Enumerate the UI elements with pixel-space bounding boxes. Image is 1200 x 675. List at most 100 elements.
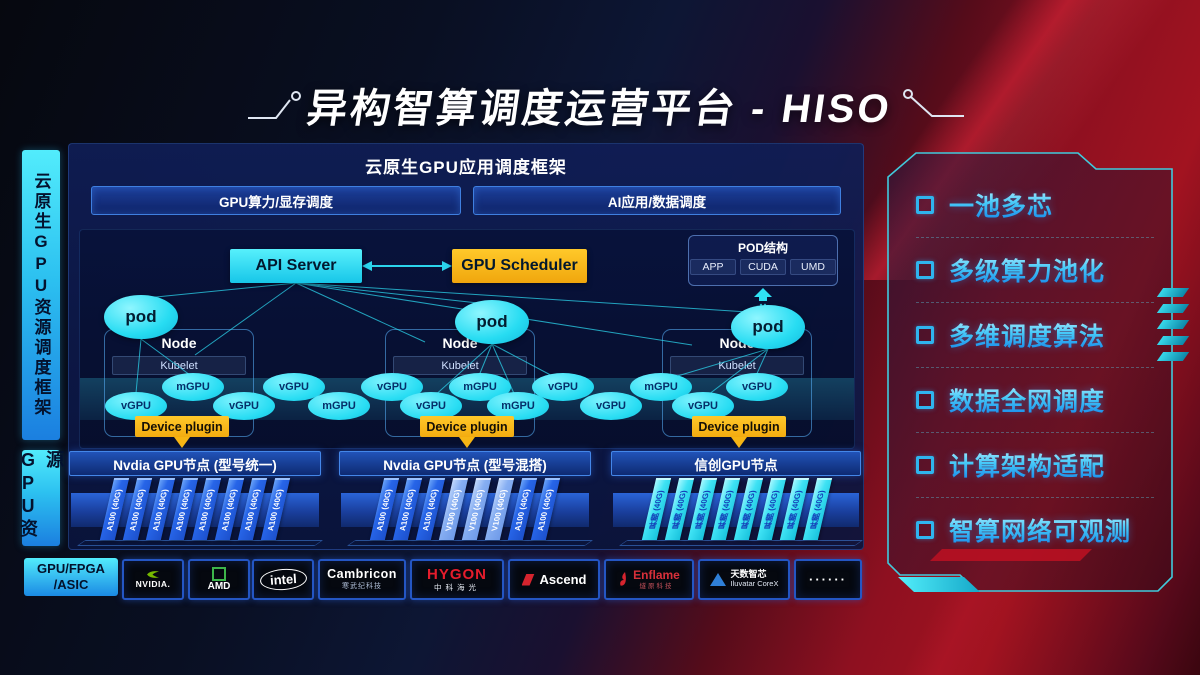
gpu-group-xinchuang: 信创GPU节点 昇腾 (40G) 昇腾 (40G) 昇腾 (40G) 昇腾 (4… bbox=[611, 451, 864, 549]
gpu-ellipse: vGPU bbox=[213, 392, 275, 420]
down-arrow-icon bbox=[174, 437, 190, 448]
vendor-subname: 燧原科技 bbox=[639, 583, 674, 591]
gpu-scheduler-box: GPU Scheduler bbox=[452, 249, 587, 283]
enflame-logo-icon bbox=[620, 572, 627, 586]
gpu-group-platform-edge bbox=[618, 540, 864, 546]
gpu-ellipse: vGPU bbox=[726, 373, 788, 401]
hazard-stripe bbox=[1156, 352, 1190, 361]
down-arrow-icon bbox=[731, 437, 747, 448]
gpu-group-platform-edge bbox=[346, 540, 594, 546]
kubelet-bar: Kubelet bbox=[670, 356, 804, 375]
vendor-name: AMD bbox=[207, 581, 231, 592]
pod-structure-item-cuda: CUDA bbox=[740, 259, 786, 275]
gpu-group-platform-edge bbox=[76, 540, 324, 546]
vendor-more: ······ bbox=[794, 559, 862, 600]
gpu-group-header: Nvdia GPU节点 (型号混搭) bbox=[339, 451, 591, 476]
pod-ellipse: pod bbox=[455, 300, 529, 344]
gpu-group-header: 信创GPU节点 bbox=[611, 451, 861, 476]
feature-item: 一池多芯 bbox=[916, 173, 1154, 237]
device-plugin-box: Device plugin bbox=[135, 416, 229, 437]
vendor-subname: 中科海光 bbox=[433, 583, 480, 593]
sidebar-hardware-label: GPU/FPGA /ASIC bbox=[24, 558, 118, 596]
gpu-ellipse: mGPU bbox=[162, 373, 224, 401]
gpu-ellipse: vGPU bbox=[672, 392, 734, 420]
sidebar-framework-label: 云原生GPU资源调度框架 bbox=[22, 150, 60, 440]
pod-structure-item-umd: UMD bbox=[790, 259, 836, 275]
vendor-subname: Iluvatar CoreX bbox=[730, 579, 779, 589]
down-arrow-icon bbox=[459, 437, 475, 448]
intel-logo: intel bbox=[258, 567, 308, 592]
sidebar-gpu-resource-label: GPU资源 bbox=[18, 450, 64, 546]
hardware-label-line2: /ASIC bbox=[53, 577, 89, 592]
feature-panel bbox=[880, 145, 1180, 605]
device-plugin-box: Device plugin bbox=[420, 416, 514, 437]
app-framework-title: 云原生GPU应用调度框架 bbox=[365, 158, 567, 177]
pod-structure-item-app: APP bbox=[690, 259, 736, 275]
hazard-stripe bbox=[1156, 320, 1190, 329]
gpu-group-header: Nvdia GPU节点 (型号统一) bbox=[69, 451, 321, 476]
feature-item: 多维调度算法 bbox=[916, 302, 1154, 367]
circuit-decoration-left-icon bbox=[248, 91, 301, 119]
panel-red-accent bbox=[930, 549, 1092, 561]
square-bullet-icon bbox=[916, 196, 934, 214]
feature-panel-frame bbox=[887, 152, 1173, 592]
gpu-ellipse: mGPU bbox=[487, 392, 549, 420]
feature-item: 智算网络可观测 bbox=[916, 497, 1154, 562]
hardware-label-line1: GPU/FPGA bbox=[37, 560, 105, 576]
square-bullet-icon bbox=[916, 391, 934, 409]
feature-label: 数据全网调度 bbox=[949, 382, 1105, 418]
gpu-ellipse: vGPU bbox=[580, 392, 642, 420]
main-diagram-panel: 云原生GPU应用调度框架 GPU算力/显存调度 AI应用/数据调度 bbox=[68, 143, 864, 550]
square-bullet-icon bbox=[916, 261, 934, 279]
connection-lines bbox=[135, 261, 769, 399]
pod-structure-box: POD结构 APP CUDA UMD bbox=[688, 235, 838, 286]
vendor-iluvatar: 天数智芯 Iluvatar CoreX bbox=[698, 559, 790, 600]
gpu-group-nvidia-uniform: Nvdia GPU节点 (型号统一) A100 (40G) A100 (40G)… bbox=[69, 451, 324, 549]
feature-item: 数据全网调度 bbox=[916, 367, 1154, 432]
iluvatar-logo-icon bbox=[709, 573, 726, 586]
circuit-decoration-right-icon bbox=[903, 89, 964, 117]
vendor-name: Ascend bbox=[539, 572, 587, 587]
hazard-stripe bbox=[1156, 304, 1190, 313]
more-vendors-ellipsis: ······ bbox=[809, 572, 847, 587]
vendor-enflame: Enflame 燧原科技 bbox=[604, 559, 694, 600]
panel-cyan-accent bbox=[898, 577, 980, 592]
feature-item: 计算架构适配 bbox=[916, 432, 1154, 497]
pod-ellipse: pod bbox=[104, 295, 178, 339]
vendor-name: NVIDIA. bbox=[135, 579, 171, 590]
vendor-intel: intel bbox=[252, 559, 314, 600]
gpu-ellipse: mGPU bbox=[308, 392, 370, 420]
feature-label: 计算架构适配 bbox=[949, 447, 1105, 483]
square-bullet-icon bbox=[916, 521, 934, 539]
nvidia-logo-icon bbox=[146, 571, 159, 579]
hazard-stripe bbox=[1156, 336, 1190, 345]
vendor-ascend: Ascend bbox=[508, 559, 600, 600]
pod-ellipse: pod bbox=[731, 305, 805, 349]
feature-label: 智算网络可观测 bbox=[949, 512, 1131, 548]
vendor-name: Cambricon bbox=[327, 567, 397, 582]
vendor-name: 天数智芯 bbox=[730, 569, 767, 580]
vendor-name: Enflame bbox=[633, 567, 680, 582]
vendor-hygon: HYGON 中科海光 bbox=[410, 559, 504, 600]
ai-schedule-bar: AI应用/数据调度 bbox=[473, 186, 841, 215]
square-bullet-icon bbox=[916, 326, 934, 344]
feature-label: 多维调度算法 bbox=[949, 317, 1105, 353]
amd-logo-icon bbox=[212, 567, 226, 581]
vendor-nvidia: NVIDIA. bbox=[122, 559, 184, 600]
pod-structure-title: POD结构 bbox=[737, 241, 788, 255]
feature-list: 一池多芯 多级算力池化 多维调度算法 数据全网调度 计算架构适配 智算网络可观测 bbox=[916, 173, 1154, 562]
vendor-name: HYGON bbox=[426, 565, 487, 583]
vendor-cambricon: Cambricon 寒武纪科技 bbox=[318, 559, 406, 600]
vendor-amd: AMD bbox=[188, 559, 250, 600]
kubelet-bar: Kubelet bbox=[393, 356, 527, 375]
gpu-ellipse: vGPU bbox=[400, 392, 462, 420]
vendor-subname: 寒武纪科技 bbox=[341, 583, 382, 591]
device-plugin-box: Device plugin bbox=[692, 416, 786, 437]
feature-label: 一池多芯 bbox=[949, 187, 1053, 223]
gpu-ellipse: vGPU bbox=[532, 373, 594, 401]
gpu-ellipse: vGPU bbox=[105, 392, 167, 420]
compute-schedule-bar: GPU算力/显存调度 bbox=[91, 186, 461, 215]
feature-item: 多级算力池化 bbox=[916, 237, 1154, 302]
gpu-group-nvidia-mixed: Nvdia GPU节点 (型号混搭) A100 (40G) A100 (40G)… bbox=[339, 451, 594, 549]
